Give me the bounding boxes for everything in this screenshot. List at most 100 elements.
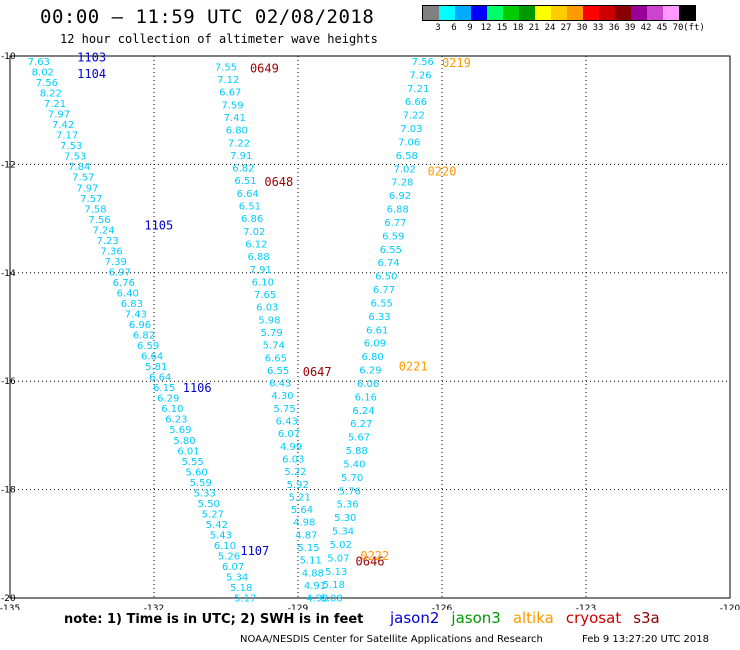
wave-height-value: 6.09 — [364, 339, 386, 350]
wave-height-value: 7.12 — [217, 75, 239, 86]
wave-height-value: 6.51 — [234, 176, 256, 187]
legend-swatch — [631, 6, 647, 20]
wave-height-value: 7.57 — [80, 194, 102, 205]
wave-height-value: 7.58 — [84, 204, 106, 215]
wave-height-value: 5.07 — [327, 553, 349, 564]
legend-swatch — [439, 6, 455, 20]
wave-height-value: 6.07 — [222, 562, 244, 573]
legend-label: 70 — [672, 23, 684, 33]
generated-timestamp: Feb 9 13:27:20 UTC 2018 — [582, 634, 709, 645]
wave-height-value: 6.55 — [380, 245, 402, 256]
wave-height-value: 5.17 — [234, 594, 256, 605]
wave-height-value: 6.23 — [165, 415, 187, 426]
wave-height-value: 4.99 — [280, 442, 302, 453]
wave-height-value: 7.91 — [250, 265, 272, 276]
satellite-name-altika: altika — [512, 609, 554, 627]
credit-line: NOAA/NESDIS Center for Satellite Applica… — [240, 634, 543, 645]
wave-height-value: 6.86 — [241, 214, 263, 225]
wave-height-value: 6.16 — [355, 392, 377, 403]
legend-swatch — [583, 6, 599, 20]
legend-swatch — [519, 6, 535, 20]
wave-height-value: 4.98 — [306, 594, 328, 605]
track-jason2: 7.638.027.568.227.217.977.427.177.537.53… — [28, 51, 270, 605]
legend-swatch — [663, 6, 679, 20]
wave-height-value: 6.29 — [359, 366, 381, 377]
wave-height-value: 5.64 — [291, 505, 313, 516]
x-tick-label: -132 — [144, 604, 164, 610]
wave-height-value: 4.30 — [271, 391, 293, 402]
wave-height-value: 7.21 — [44, 99, 66, 110]
wave-height-value: 6.10 — [214, 541, 236, 552]
y-tick-label: -10 — [1, 52, 16, 62]
legend-label: 36 — [608, 23, 620, 33]
wave-height-value: 8.02 — [32, 68, 54, 79]
wave-height-value: 6.10 — [161, 404, 183, 415]
satellite-name-cryosat: cryosat — [565, 609, 622, 627]
wave-height-value: 5.27 — [202, 509, 224, 520]
wave-height-value: 6.82 — [133, 331, 155, 342]
wave-height-value: 5.70 — [341, 473, 363, 484]
wave-height-value: 6.80 — [361, 352, 383, 363]
wave-height-value: 4.98 — [293, 518, 315, 529]
wave-height-value: 5.79 — [260, 328, 282, 339]
wave-height-value: 6.59 — [137, 341, 159, 352]
wave-height-value: 7.65 — [254, 290, 276, 301]
wave-height-value: 4.88 — [302, 568, 324, 579]
wave-height-value: 7.53 — [60, 141, 82, 152]
wave-height-value: 6.77 — [373, 285, 395, 296]
wave-height-value: 7.22 — [403, 111, 425, 122]
wave-height-value: 4.91 — [304, 581, 326, 592]
pass-time-label: 1105 — [144, 219, 173, 233]
wave-height-value: 5.76 — [339, 486, 361, 497]
wave-height-value: 6.97 — [109, 267, 131, 278]
wave-height-value: 5.80 — [173, 436, 195, 447]
wave-height-value: 7.56 — [412, 57, 434, 68]
wave-height-value: 6.61 — [366, 325, 388, 336]
wave-height-value: 6.51 — [239, 202, 261, 213]
wave-height-value: 7.43 — [125, 310, 147, 321]
wave-height-value: 6.77 — [384, 218, 406, 229]
pass-time-label: 0221 — [399, 360, 428, 374]
y-tick-label: -20 — [1, 594, 16, 604]
legend-swatch — [615, 6, 631, 20]
wave-height-value: 5.30 — [334, 513, 356, 524]
wave-height-value: 6.50 — [375, 272, 397, 283]
wave-height-value: 5.42 — [206, 520, 228, 531]
wave-height-value: 6.92 — [389, 191, 411, 202]
wave-height-value: 7.02 — [393, 164, 415, 175]
wave-height-value: 6.80 — [226, 126, 248, 137]
wave-height-value: 7.59 — [221, 100, 243, 111]
pass-time-label: 0220 — [428, 164, 457, 178]
pass-time-label: 1103 — [77, 51, 106, 65]
x-tick-label: -123 — [576, 604, 596, 610]
legend-swatch — [471, 6, 487, 20]
grid-lines — [10, 56, 730, 598]
legend-label: 45 — [656, 23, 668, 33]
wave-height-value: 5.34 — [332, 527, 354, 538]
wave-height-value: 5.15 — [297, 543, 319, 554]
track-altika: 7.56 7.26 7.21 6.66 7.22 7.03 7.06 6.58 7.02 7.28… — [320, 56, 470, 605]
chart-subtitle: 12 hour collection of altimeter wave hei… — [60, 32, 378, 46]
legend-swatch — [535, 6, 551, 20]
legend-swatch — [551, 6, 567, 20]
wave-height-value: 6.83 — [121, 299, 143, 310]
wave-height-value: 7.97 — [76, 183, 98, 194]
wave-height-value: 6.65 — [265, 353, 287, 364]
wave-height-value: 6.64 — [141, 352, 163, 363]
wave-height-value: 6.03 — [282, 455, 304, 466]
legend-swatch — [455, 6, 471, 20]
legend-label: (ft) — [683, 23, 705, 33]
wave-height-value: 6.64 — [237, 189, 259, 200]
wave-height-value: 6.12 — [245, 240, 267, 251]
legend-label: 42 — [640, 23, 652, 33]
wave-height-value: 5.59 — [190, 478, 212, 489]
wave-height-value: 5.22 — [284, 467, 306, 478]
wave-height-value: 6.10 — [252, 277, 274, 288]
legend-label: 3 — [435, 23, 441, 33]
pass-time-label: 0646 — [356, 555, 385, 569]
wave-height-value: 5.18 — [230, 583, 252, 594]
x-tick-label: -129 — [288, 604, 309, 610]
wave-height-value: 6.01 — [177, 446, 199, 457]
legend-label: 18 — [512, 23, 524, 33]
wave-height-value: 5.08 — [320, 594, 342, 605]
